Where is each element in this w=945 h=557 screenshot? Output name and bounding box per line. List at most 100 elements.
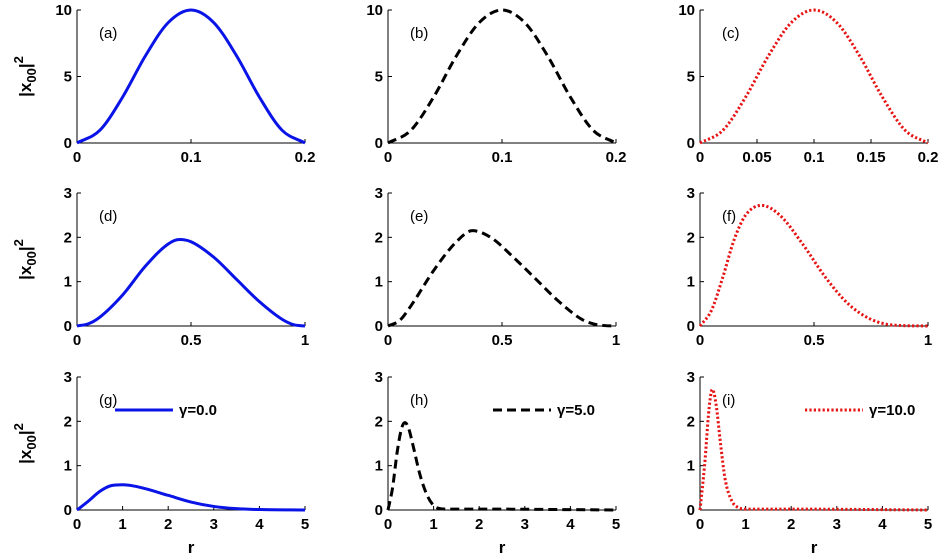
y-tick-label: 3 [375, 185, 383, 202]
y-tick-label: 0 [375, 135, 383, 152]
y-tick-label: 3 [64, 185, 72, 202]
panel-label: (c) [722, 25, 740, 42]
x-tick-label: 4 [878, 516, 887, 533]
x-tick-label: 0.5 [492, 332, 513, 349]
y-tick-label: 5 [687, 69, 695, 86]
y-tick-label: 10 [55, 2, 72, 19]
x-tick-label: 0 [384, 516, 392, 533]
legend-label: γ=0.0 [179, 402, 217, 419]
panel-h: 0 1 2 3 0 1 2 3 4 5 (h) γ=5.0 r [375, 369, 621, 557]
y-axis-title: |x00|2 [11, 239, 39, 280]
panel-label: (e) [410, 208, 428, 225]
panel-d: 0 1 2 3 0 0.5 1 (d) |x00|2 [11, 185, 309, 349]
panel-label: (a) [99, 25, 117, 42]
legend-label: γ=5.0 [557, 402, 595, 419]
x-tick-label: 3 [210, 516, 218, 533]
y-tick-label: 1 [64, 274, 72, 291]
y-tick-label: 10 [366, 2, 383, 19]
x-tick-label: 0.2 [295, 149, 316, 166]
x-tick-label: 0 [696, 332, 704, 349]
x-tick-label: 0.1 [804, 149, 825, 166]
y-tick-label: 1 [687, 274, 695, 291]
y-tick-label: 2 [375, 229, 383, 246]
x-tick-label: 0.5 [804, 332, 825, 349]
series-line [76, 238, 306, 328]
y-axis-title: |x00|2 [11, 423, 39, 464]
y-tick-label: 0 [64, 318, 72, 335]
y-tick-label: 2 [375, 413, 383, 430]
y-tick-label: 0 [687, 318, 695, 335]
x-tick-label: 1 [429, 516, 437, 533]
x-axis-title: r [499, 538, 506, 557]
y-tick-label: 1 [375, 274, 383, 291]
legend-label: γ=10.0 [869, 402, 915, 419]
x-tick-label: 0 [384, 149, 392, 166]
y-tick-label: 1 [64, 458, 72, 475]
series-line [386, 421, 617, 512]
x-tick-label: 1 [741, 516, 749, 533]
x-tick-label: 0 [384, 332, 392, 349]
y-tick-label: 10 [678, 2, 695, 19]
x-tick-label: 1 [118, 516, 126, 533]
y-tick-label: 1 [375, 458, 383, 475]
panel-c: 0 5 10 0 0.05 0.1 0.15 0.2 (c) [678, 2, 938, 166]
x-tick-label: 0.5 [181, 332, 202, 349]
panel-label: (g) [99, 392, 117, 409]
x-tick-label: 4 [566, 516, 575, 533]
x-tick-label: 2 [475, 516, 483, 533]
panel-a: 0 5 10 0 0.1 0.2 (a) |x00|2 [11, 2, 315, 166]
x-tick-label: 1 [612, 332, 620, 349]
x-tick-label: 0.1 [492, 149, 513, 166]
panel-g: 0 1 2 3 0 1 2 3 4 5 (g) γ=0.0 |x00|2 r [11, 369, 309, 557]
series-line [387, 229, 617, 328]
panel-label: (h) [410, 392, 428, 409]
y-axis-title: |x00|2 [11, 56, 39, 97]
panel-label: (f) [722, 208, 736, 225]
x-tick-label: 5 [612, 516, 620, 533]
y-tick-label: 0 [375, 318, 383, 335]
y-tick-label: 0 [64, 502, 72, 519]
x-tick-label: 2 [164, 516, 172, 533]
y-tick-label: 3 [375, 369, 383, 386]
x-tick-label: 0 [696, 149, 704, 166]
series-line [699, 8, 929, 145]
series-line [698, 203, 929, 328]
series-line [698, 387, 929, 512]
x-tick-label: 0.1 [181, 149, 202, 166]
y-tick-label: 2 [64, 413, 72, 430]
y-tick-label: 2 [687, 413, 695, 430]
panel-b: 0 5 10 0 0.1 0.2 (b) [366, 2, 626, 166]
series-line [76, 483, 306, 512]
x-tick-label: 2 [787, 516, 795, 533]
series-line [76, 8, 306, 145]
x-tick-label: 3 [521, 516, 529, 533]
panel-label: (i) [722, 392, 735, 409]
x-tick-label: 1 [301, 332, 309, 349]
y-tick-label: 0 [375, 502, 383, 519]
y-tick-label: 3 [687, 185, 695, 202]
x-tick-label: 0 [696, 516, 704, 533]
x-tick-label: 0.05 [742, 149, 771, 166]
y-tick-label: 3 [64, 369, 72, 386]
x-tick-label: 0.2 [918, 149, 939, 166]
panel-label: (d) [99, 208, 117, 225]
y-tick-label: 5 [64, 69, 72, 86]
x-tick-label: 3 [833, 516, 841, 533]
x-tick-label: 5 [301, 516, 309, 533]
x-tick-label: 0 [73, 332, 81, 349]
x-axis-title: r [188, 538, 195, 557]
panel-label: (b) [410, 25, 428, 42]
x-tick-label: 0.15 [856, 149, 885, 166]
y-tick-label: 3 [687, 369, 695, 386]
y-tick-label: 0 [64, 135, 72, 152]
panel-e: 0 1 2 3 0 0.5 1 (e) [375, 185, 621, 349]
panel-f: 0 1 2 3 0 0.5 1 (f) [687, 185, 933, 349]
x-tick-label: 0.2 [606, 149, 627, 166]
y-tick-label: 2 [64, 229, 72, 246]
y-tick-label: 5 [375, 69, 383, 86]
y-tick-label: 0 [687, 502, 695, 519]
x-tick-label: 4 [255, 516, 264, 533]
x-axis-title: r [811, 538, 818, 557]
y-tick-label: 0 [687, 135, 695, 152]
